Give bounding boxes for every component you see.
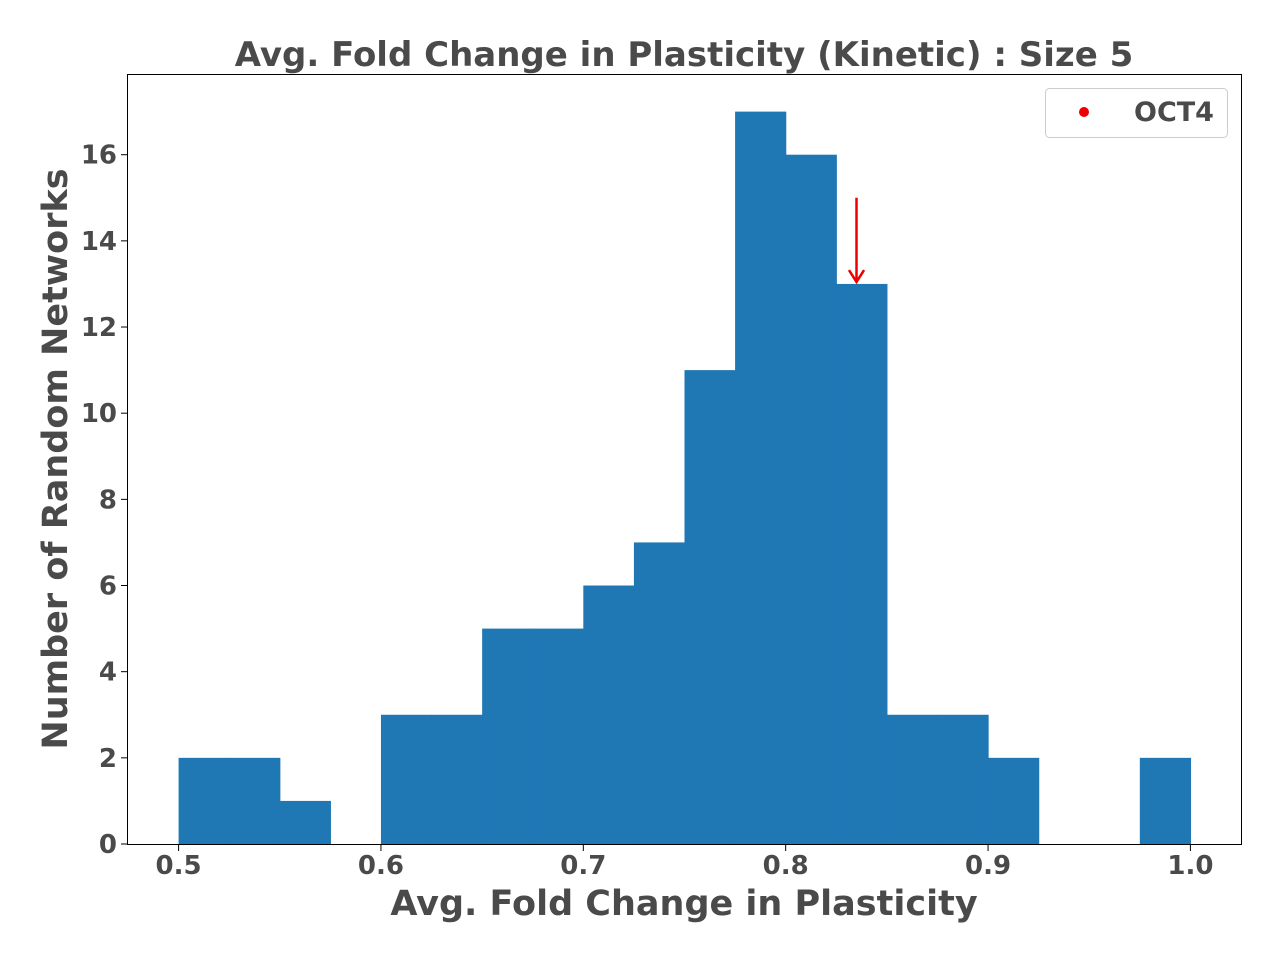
legend-box: [1045, 88, 1228, 138]
legend: OCT4: [1045, 88, 1228, 138]
histogram-bar: [988, 757, 1040, 844]
x-tick-label: 0.6: [358, 851, 404, 881]
x-tick-label: 0.7: [560, 851, 606, 881]
histogram-bar: [229, 757, 281, 844]
x-axis-ticks: 0.5 0.6 0.7 0.8 0.9 1.0: [156, 844, 1213, 881]
histogram-bar: [431, 714, 483, 844]
chart-title: Avg. Fold Change in Plasticity (Kinetic)…: [235, 35, 1134, 75]
histogram-bar: [937, 714, 989, 844]
y-tick-label: 10: [81, 399, 117, 429]
histogram-bar: [684, 370, 736, 844]
histogram-bar: [735, 111, 787, 845]
y-tick-label: 8: [99, 485, 117, 515]
histogram-bar: [583, 585, 635, 844]
histogram-bar: [886, 714, 939, 844]
legend-entry-oct4: OCT4: [1134, 97, 1214, 128]
y-axis-ticks: 0 2 4 6 8 10 12 14 16: [81, 141, 128, 860]
histogram-bar: [482, 628, 534, 844]
histogram-bar: [532, 628, 584, 844]
oct4-marker: [848, 197, 865, 285]
x-tick-label: 0.5: [156, 851, 202, 881]
legend-marker-dot: [1079, 107, 1089, 117]
histogram-bar: [178, 757, 230, 844]
y-tick-label: 4: [99, 658, 117, 688]
y-tick-label: 14: [81, 227, 117, 257]
y-tick-label: 0: [99, 830, 117, 860]
oct4-arrow-head: [848, 269, 865, 285]
histogram-bar: [279, 800, 331, 844]
plot-frame: [127, 74, 1242, 845]
y-tick-label: 2: [99, 744, 117, 774]
histogram-bar: [836, 283, 888, 844]
histogram-bar: [380, 714, 433, 844]
y-tick-label: 6: [99, 572, 117, 602]
x-tick-label: 0.9: [965, 851, 1011, 881]
histogram-bar: [633, 542, 686, 844]
x-tick-label: 1.0: [1167, 851, 1213, 881]
histogram-bar: [785, 154, 837, 844]
y-axis-label: Number of Random Networks: [36, 168, 76, 749]
histogram-bar: [1139, 757, 1192, 844]
y-tick-label: 12: [81, 313, 117, 343]
x-tick-label: 0.8: [763, 851, 809, 881]
x-axis-label: Avg. Fold Change in Plasticity: [390, 884, 977, 924]
histogram-bars: [178, 111, 1192, 845]
y-tick-label: 16: [81, 141, 117, 171]
